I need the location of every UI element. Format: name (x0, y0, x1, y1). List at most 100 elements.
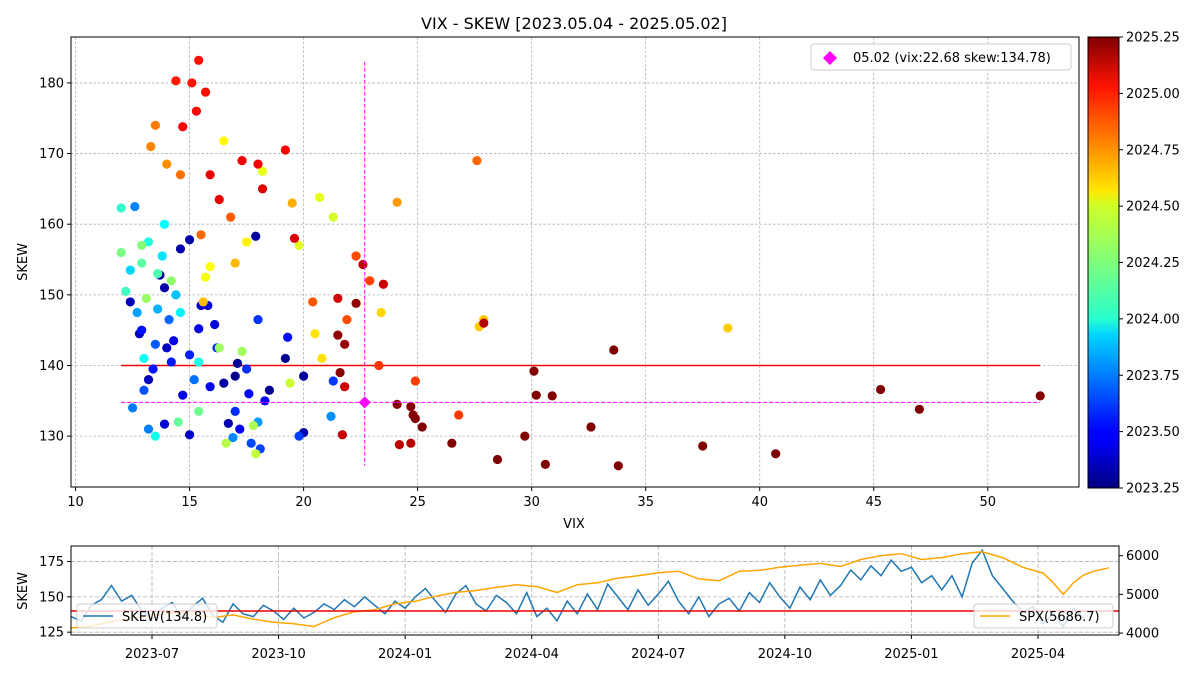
scatter-point (141, 293, 151, 303)
scatter-point (159, 283, 170, 293)
scatter-point (184, 430, 195, 440)
scatter-point (280, 353, 290, 364)
scatter-point (205, 170, 215, 180)
scatter-point (230, 258, 240, 268)
scatter-point (237, 156, 247, 166)
scatter-point (251, 449, 261, 459)
scatter-points (116, 55, 1045, 471)
scatter-point (242, 364, 252, 374)
scatter-point (260, 396, 270, 406)
timeseries-grid (71, 546, 1119, 635)
scatter-point (148, 364, 158, 374)
scatter-point (447, 438, 457, 448)
timeseries-left-y-tick-label: 175 (39, 555, 64, 570)
scatter-point (244, 389, 254, 399)
scatter-point (283, 332, 293, 342)
scatter-point (178, 390, 188, 400)
scatter-point (184, 235, 195, 245)
colorbar: 2023.25 2023.50 2023.75 2024.00 2024.25 2024.… (1087, 31, 1180, 497)
scatter-point (294, 431, 304, 441)
scatter-point (376, 307, 386, 318)
timeseries-left-y-tick-label: 125 (39, 626, 64, 641)
scatter-point (406, 438, 416, 448)
scatter-point (173, 417, 183, 427)
scatter-point (410, 376, 420, 386)
scatter-point (194, 357, 204, 367)
scatter-point (178, 122, 188, 132)
scatter-point (139, 385, 149, 395)
scatter-x-ticks: 10 15 20 25 30 35 40 45 50 (67, 487, 996, 510)
scatter-point (116, 203, 126, 213)
scatter-point (328, 212, 338, 222)
scatter-point (698, 441, 708, 451)
scatter-point (378, 279, 389, 289)
scatter-point (143, 237, 154, 247)
scatter-highlight (121, 61, 1041, 466)
scatter-point (299, 371, 309, 381)
scatter-point (875, 384, 886, 395)
scatter-y-label: SKEW (16, 243, 31, 281)
legend-box (810, 43, 1072, 71)
scatter-point (253, 159, 263, 169)
spx-legend: SPX(5686.7) (973, 603, 1114, 629)
scatter-point (723, 323, 733, 333)
scatter-point (264, 385, 275, 395)
scatter-point (417, 422, 427, 432)
scatter-point (157, 251, 167, 261)
scatter-point (137, 240, 147, 250)
scatter-point (586, 422, 596, 432)
scatter-point (127, 403, 138, 413)
spx-series-line (70, 551, 1110, 629)
colorbar-tick-label: 2024.25 (1126, 256, 1180, 271)
spx-legend-label: SPX(5686.7) (1019, 610, 1100, 625)
scatter-point (365, 276, 375, 286)
scatter-title: VIX - SKEW [2023.05.04 - 2025.05.02] (421, 14, 727, 33)
scatter-point (335, 367, 345, 378)
timeseries-right-y-tick-label: 5000 (1126, 588, 1159, 603)
scatter-x-tick-label: 35 (637, 495, 654, 510)
scatter-point (317, 353, 327, 364)
scatter-point (285, 378, 295, 388)
scatter-point (150, 431, 160, 441)
colorbar-ticks: 2023.25 2023.50 2023.75 2024.00 2024.25 2024.… (1119, 31, 1180, 497)
scatter-point (342, 314, 352, 325)
scatter-point (392, 399, 402, 409)
scatter-point (529, 366, 539, 376)
scatter-x-tick-label: 20 (295, 495, 312, 510)
scatter-point (226, 212, 236, 222)
scatter-x-tick-label: 30 (523, 495, 540, 510)
scatter-point (531, 390, 541, 400)
scatter-point (200, 87, 211, 97)
scatter-point (125, 265, 135, 275)
highlight-diamond-marker (358, 396, 371, 409)
timeseries-x-tick-label: 2024-01 (378, 647, 432, 662)
scatter-x-tick-label: 15 (181, 495, 198, 510)
scatter-point (194, 55, 204, 65)
scatter-point (1035, 391, 1045, 401)
colorbar-gradient (1087, 36, 1120, 489)
scatter-point (194, 406, 204, 417)
scatter-point (137, 258, 147, 268)
scatter-point (232, 358, 243, 368)
scatter-x-tick-label: 10 (67, 495, 84, 510)
scatter-point (198, 297, 208, 307)
scatter-point (223, 418, 233, 429)
scatter-point (228, 432, 238, 443)
scatter-point (246, 438, 256, 448)
skew-legend-box (76, 603, 218, 629)
colorbar-tick-label: 2023.50 (1126, 425, 1180, 440)
colorbar-tick-label: 2025.25 (1126, 31, 1180, 46)
scatter-point (351, 298, 361, 308)
scatter-point (333, 293, 343, 303)
scatter-point (164, 314, 174, 325)
timeseries-x-tick-label: 2025-01 (884, 647, 938, 662)
scatter-point (175, 307, 186, 318)
scatter-point (540, 459, 550, 469)
timeseries-y-label: SKEW (16, 572, 31, 610)
scatter-point (235, 424, 245, 434)
scatter-point (374, 360, 384, 371)
scatter-point (166, 276, 176, 286)
scatter-point (189, 375, 199, 385)
scatter-point (153, 304, 163, 314)
